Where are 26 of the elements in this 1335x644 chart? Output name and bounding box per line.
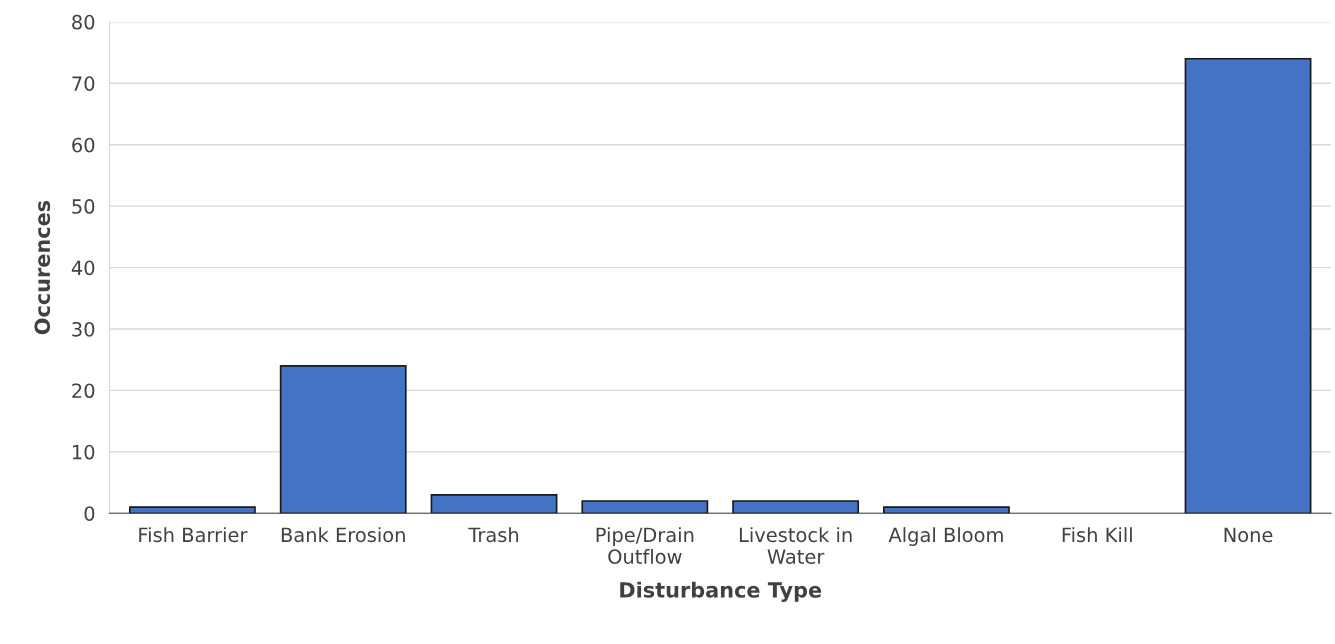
y-tick-label: 60 <box>72 137 95 153</box>
x-axis-title: Disturbance Type <box>620 581 822 602</box>
x-tick-label: Trash <box>468 527 519 543</box>
bar <box>128 506 256 514</box>
y-tick-label: 30 <box>72 321 95 337</box>
y-axis-title: Occurences <box>34 200 51 335</box>
y-tick-label: 0 <box>84 506 95 521</box>
y-tick-label: 10 <box>72 444 95 460</box>
y-tick-label: 80 <box>72 14 95 30</box>
y-tick-label: 40 <box>71 260 95 276</box>
x-tick-label: Livestock in Water <box>739 527 852 564</box>
y-tick-label: 70 <box>72 76 95 91</box>
bar <box>1184 57 1312 514</box>
bar <box>430 494 558 514</box>
x-tick-label: None <box>1224 527 1273 543</box>
x-tick-label: Bank Erosion <box>281 527 405 543</box>
bar <box>279 365 407 514</box>
x-tick-label: Pipe/Drain Outflow <box>596 527 694 564</box>
x-tick-label: Algal Bloom <box>888 527 1003 546</box>
x-tick-label: Fish Barrier <box>139 527 248 543</box>
x-tick-label: Fish Kill <box>1062 527 1132 543</box>
bar <box>732 500 860 514</box>
y-tick-label: 20 <box>72 383 95 399</box>
y-tick-label: 50 <box>72 199 95 214</box>
bar <box>883 506 1010 514</box>
bar <box>581 500 709 514</box>
